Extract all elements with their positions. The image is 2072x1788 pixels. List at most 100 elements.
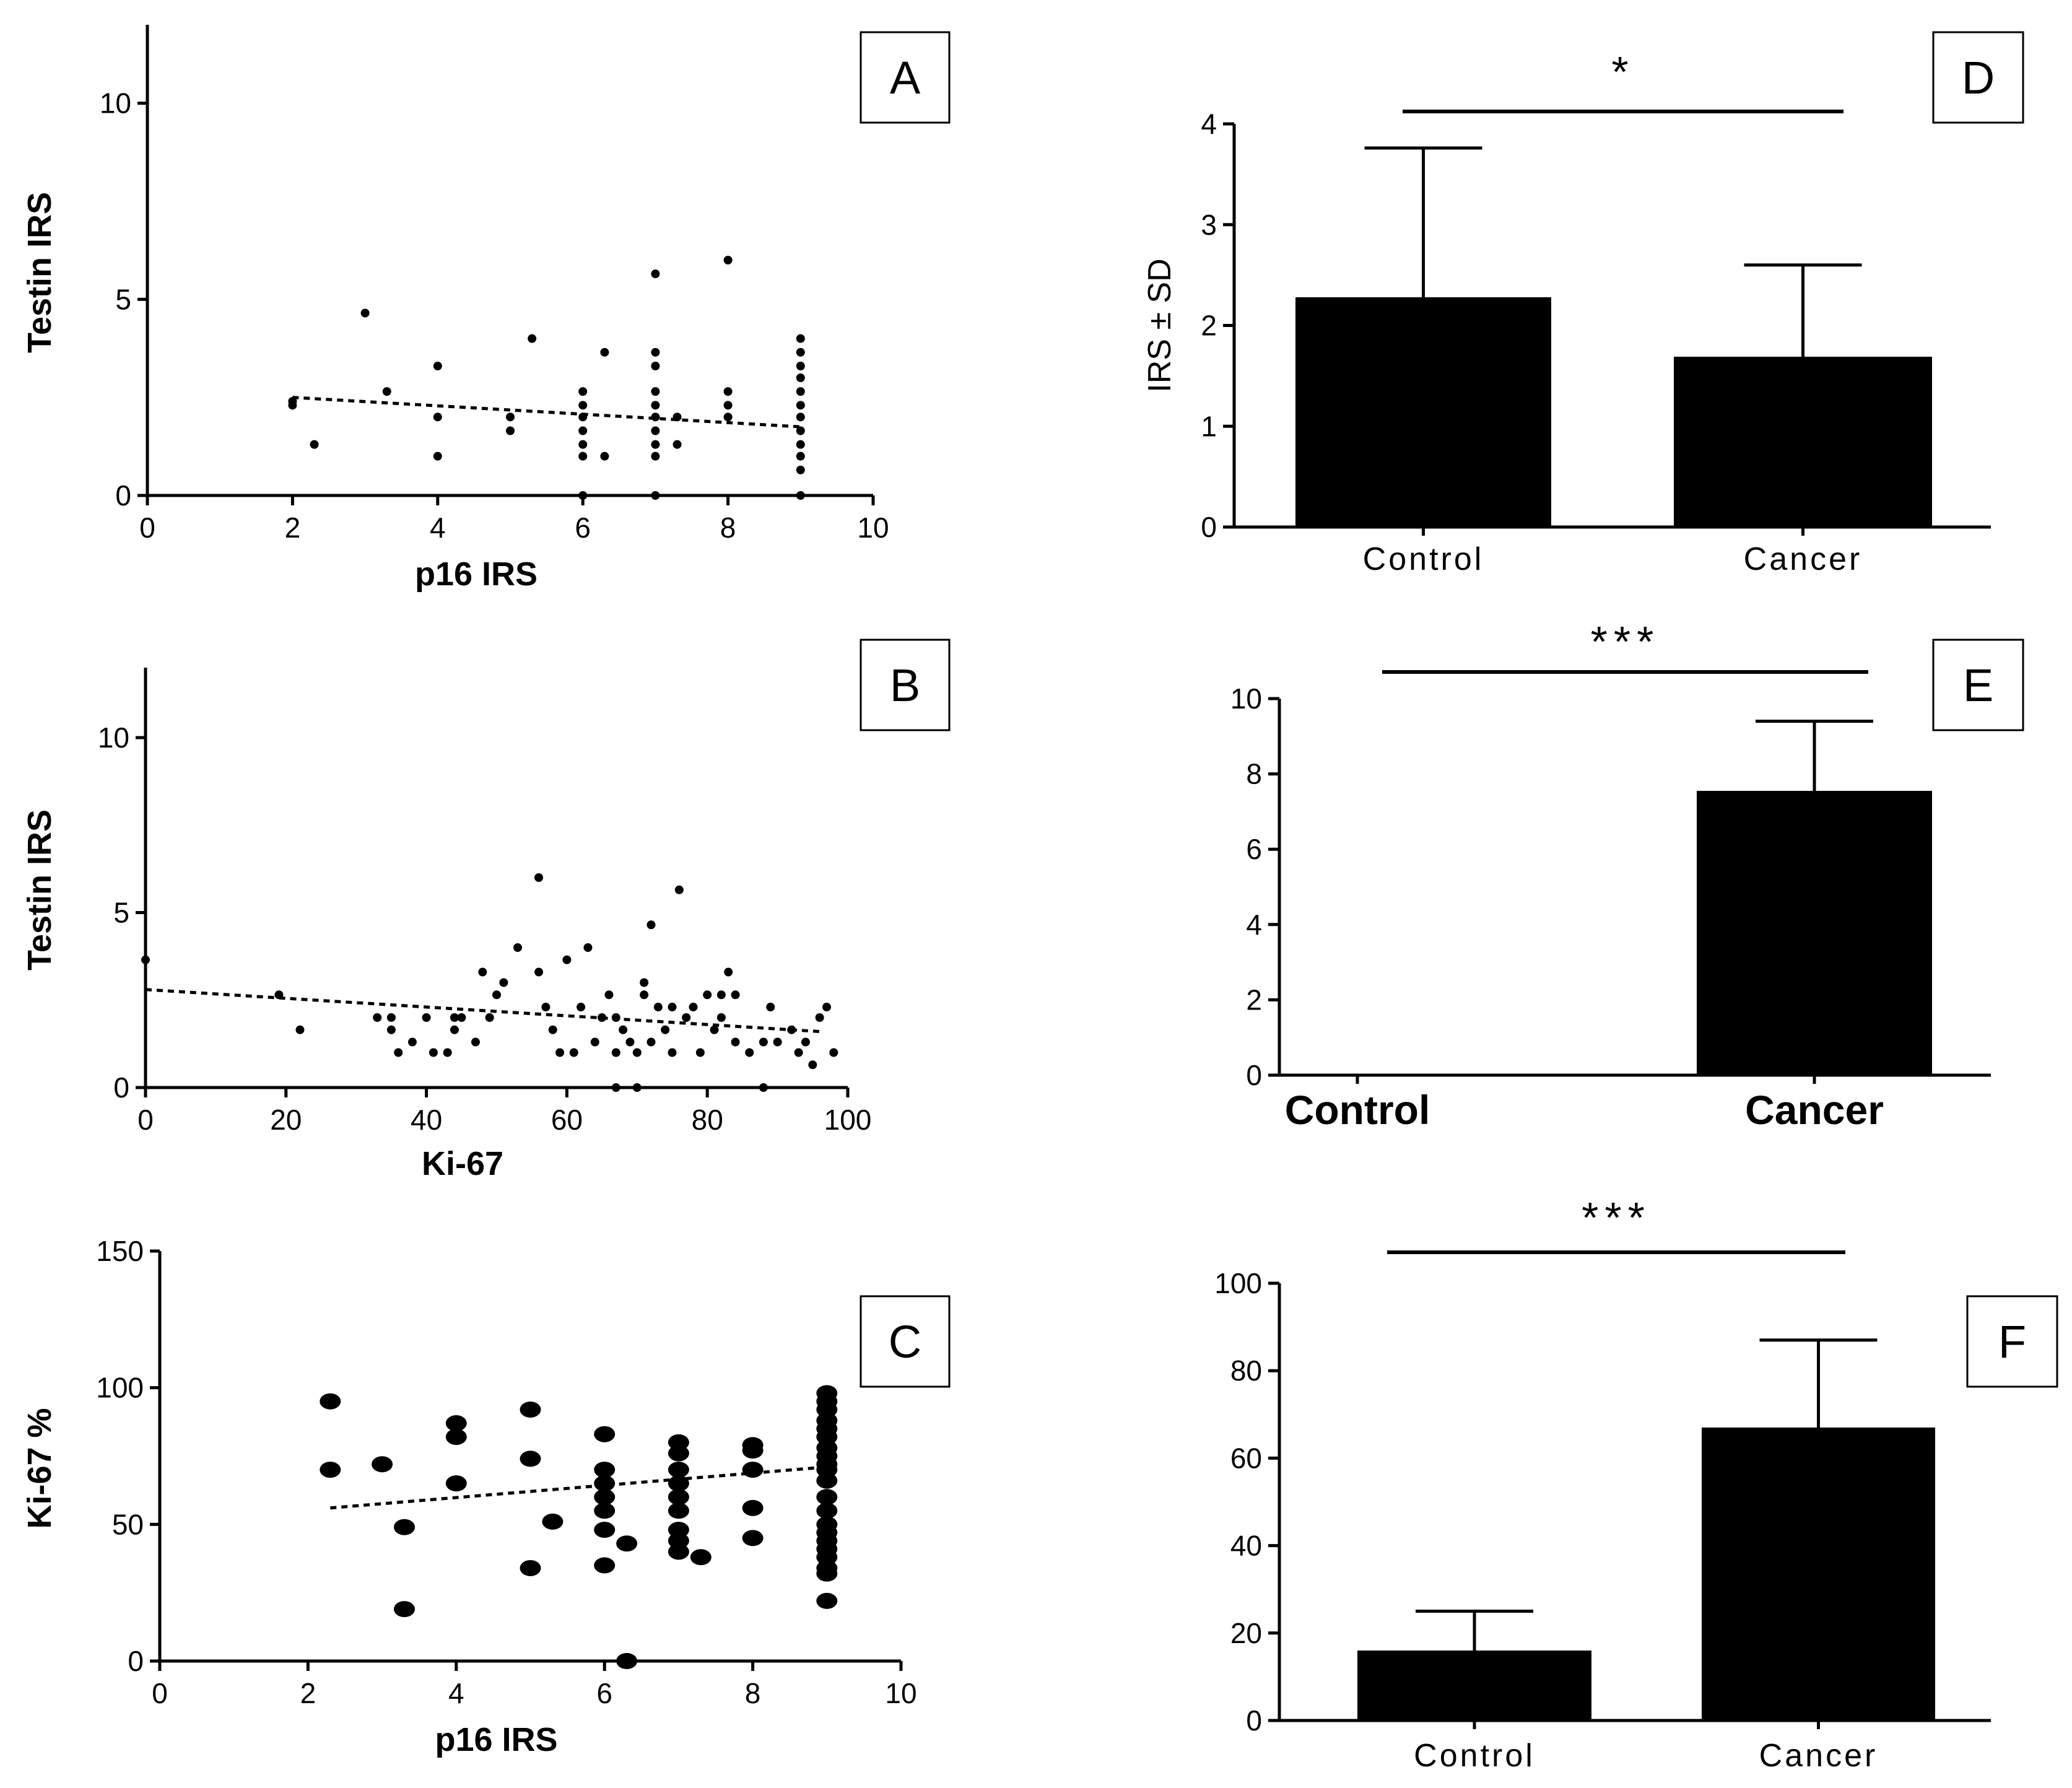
data-point [360, 308, 370, 318]
panel-label: D [1962, 52, 1995, 103]
data-point [598, 1013, 607, 1022]
category-label: Cancer [1759, 1738, 1878, 1774]
data-point [611, 1048, 620, 1057]
data-point [745, 1048, 754, 1057]
data-point [506, 412, 515, 422]
data-point [646, 1037, 656, 1047]
data-point [594, 1489, 616, 1506]
x-tick-label: 0 [152, 1677, 168, 1709]
data-point [600, 347, 609, 357]
y-axis-label: Ki-67 % [21, 1408, 58, 1529]
data-point [422, 1013, 431, 1022]
data-point [731, 1037, 740, 1047]
data-point [796, 334, 805, 343]
x-tick-label: 0 [139, 512, 155, 544]
y-axis-label: Testin IRS [21, 809, 58, 970]
panel-label: E [1963, 660, 1993, 711]
data-point [796, 465, 805, 474]
data-point [724, 967, 733, 977]
data-point [796, 451, 805, 461]
data-point [690, 1549, 712, 1566]
data-point [578, 412, 588, 422]
data-point [674, 885, 684, 894]
data-point [689, 1003, 698, 1012]
data-point [600, 451, 609, 461]
y-tick-label: 0 [1246, 1059, 1262, 1091]
data-point [548, 1025, 557, 1034]
data-point [723, 412, 733, 422]
data-point [578, 426, 588, 435]
x-tick-label: 2 [285, 512, 301, 544]
data-point [569, 1048, 578, 1057]
data-point [594, 1557, 616, 1574]
data-point [594, 1475, 616, 1492]
data-point [528, 334, 537, 343]
x-tick-label: 20 [270, 1104, 302, 1136]
data-point [562, 955, 572, 964]
data-point [590, 1037, 599, 1047]
panel-d: 0 1 2 3 4 Control Cancer IRS ± SD * D [1142, 31, 2024, 577]
bar-cancer [1702, 1427, 1935, 1720]
data-point [619, 1025, 628, 1034]
data-point [822, 1003, 831, 1012]
significance-marker: *** [1582, 1193, 1651, 1242]
panel-e: 0 2 4 6 8 10 Control Cancer *** E [1230, 617, 2024, 1133]
bar-cancer [1674, 356, 1932, 527]
data-point [611, 1083, 620, 1092]
data-point [731, 990, 740, 1000]
data-point [506, 426, 515, 435]
data-point [445, 1475, 467, 1492]
data-point [433, 412, 442, 422]
data-point [651, 269, 660, 279]
y-tick-label: 150 [96, 1235, 144, 1267]
y-tick-label: 40 [1230, 1530, 1262, 1562]
x-tick-label: 100 [824, 1104, 872, 1136]
data-point [492, 990, 501, 1000]
x-axis-label: p16 IRS [415, 556, 538, 593]
data-point [520, 1401, 541, 1418]
x-axis-label: p16 IRS [435, 1721, 557, 1758]
x-axis-label: Ki-67 [422, 1145, 503, 1182]
data-point [445, 1429, 467, 1446]
data-point [450, 1025, 459, 1034]
data-point [578, 451, 588, 461]
data-point [295, 1025, 305, 1034]
panel-label-box [860, 31, 951, 124]
data-point [386, 1025, 396, 1034]
data-point [632, 1048, 642, 1057]
data-point [668, 1543, 689, 1560]
significance-marker: * [1611, 48, 1634, 96]
data-point [407, 1037, 417, 1047]
data-point [141, 955, 150, 964]
data-point [578, 401, 588, 410]
data-point [796, 347, 805, 357]
y-axis-label: Testin IRS [21, 192, 58, 353]
data-point [520, 1450, 541, 1467]
y-tick-label: 4 [1246, 909, 1262, 941]
y-tick-label: 8 [1246, 758, 1262, 790]
data-point [651, 426, 660, 435]
data-point [673, 412, 682, 422]
data-point [640, 978, 649, 987]
y-tick-label: 10 [98, 722, 129, 754]
trendline [145, 988, 820, 1034]
panel-label-box [1966, 1295, 2058, 1388]
data-point [796, 440, 805, 449]
data-point [457, 1013, 466, 1022]
trendline [292, 396, 801, 429]
y-tick-label: 0 [128, 1645, 144, 1677]
data-point [651, 451, 660, 461]
data-point [611, 1013, 620, 1022]
data-point [668, 1489, 689, 1506]
data-point [594, 1522, 616, 1538]
data-point [742, 1530, 764, 1546]
data-point [429, 1048, 438, 1057]
data-point [604, 990, 614, 1000]
panel-label-box [860, 639, 951, 731]
data-point [808, 1060, 817, 1070]
data-point [542, 1513, 564, 1530]
data-point [320, 1462, 341, 1478]
data-point [394, 1048, 403, 1057]
